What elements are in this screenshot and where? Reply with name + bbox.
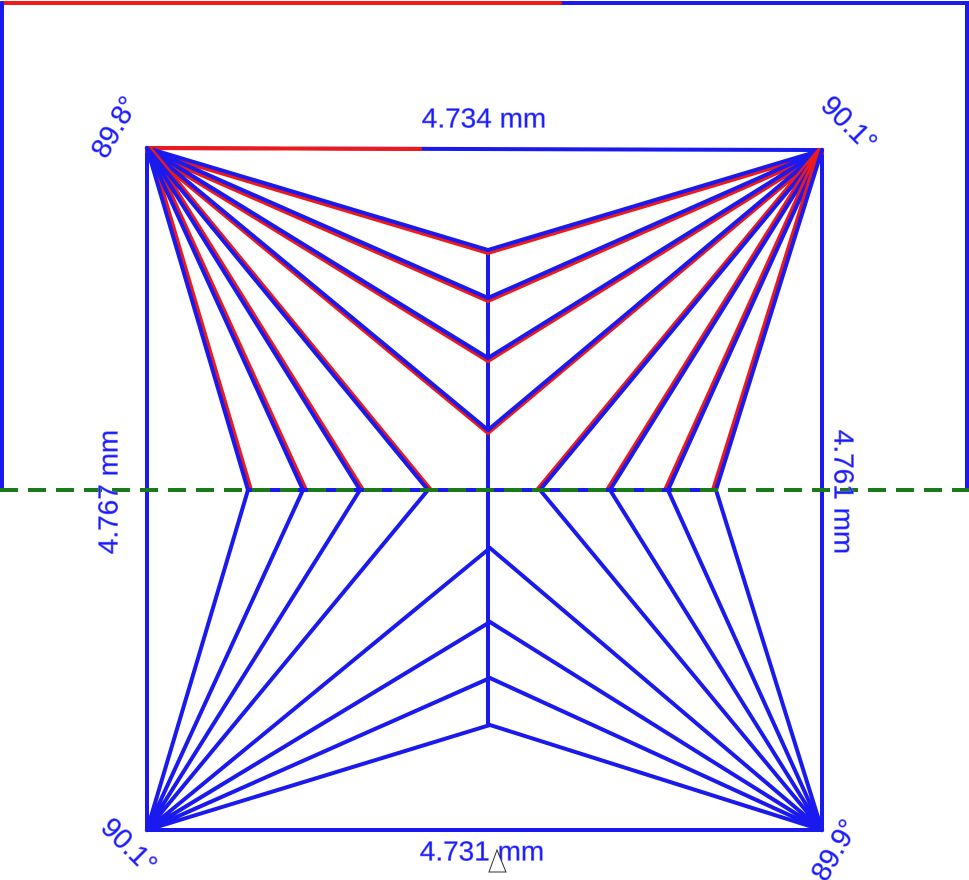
facet-edge xyxy=(145,146,490,360)
facet-edge xyxy=(608,488,824,832)
facet-edge xyxy=(145,488,362,832)
facet-edge xyxy=(486,151,824,303)
facet-edge xyxy=(486,148,824,300)
left-length: 4.767 mm xyxy=(92,430,123,555)
outline xyxy=(145,146,422,151)
facet-edge xyxy=(711,148,821,492)
facet-edge xyxy=(663,148,821,492)
facet-edge xyxy=(145,676,492,832)
facet-edge xyxy=(666,148,824,492)
facet-edge xyxy=(145,146,305,492)
facet-edge xyxy=(148,146,433,492)
angle-top-left: 89.8° xyxy=(84,91,144,163)
facet-edge xyxy=(488,546,824,832)
facet-lines xyxy=(0,1,969,832)
facet-edge xyxy=(145,723,492,832)
facet-edge xyxy=(145,546,492,832)
facet-edge xyxy=(145,146,362,492)
facet-edge xyxy=(486,148,824,432)
facet-edge xyxy=(538,488,824,832)
facet-edge xyxy=(145,146,490,300)
facet-edge xyxy=(148,146,365,492)
facet-edge xyxy=(488,723,824,832)
facet-edge xyxy=(145,149,490,303)
facet-edge xyxy=(486,148,824,360)
cursor xyxy=(488,848,507,873)
facet-edge xyxy=(145,146,490,252)
facet-edge xyxy=(488,676,824,832)
facet-edge xyxy=(145,149,490,363)
facet-edge xyxy=(145,146,250,492)
facet-edge xyxy=(145,146,490,432)
top-length: 4.734 mm xyxy=(422,102,547,133)
facet-edge xyxy=(145,488,430,832)
facet-edge xyxy=(145,146,430,492)
facet-edge xyxy=(608,148,824,492)
facet-edge xyxy=(148,146,308,492)
facet-edge xyxy=(714,488,824,832)
facet-edge xyxy=(145,488,250,832)
right-length: 4.761 mm xyxy=(829,430,860,555)
facet-edge xyxy=(145,149,490,435)
facet-edge xyxy=(486,151,824,363)
facet-edge xyxy=(148,146,253,492)
facet-edge xyxy=(486,151,824,255)
bottom-length: 4.731 mm xyxy=(420,835,545,866)
facet-edge xyxy=(538,148,824,492)
facet-edge xyxy=(145,488,305,832)
facet-edge xyxy=(145,149,490,255)
facet-edge xyxy=(145,620,492,832)
facet-edge xyxy=(486,148,824,252)
angle-top-right: 90.1° xyxy=(815,89,883,157)
facet-edge xyxy=(605,148,821,492)
facet-edge xyxy=(535,148,821,492)
facet-edge xyxy=(486,151,824,435)
facet-edge xyxy=(488,620,824,832)
facet-edge xyxy=(714,148,824,492)
facet-edge xyxy=(666,488,824,832)
